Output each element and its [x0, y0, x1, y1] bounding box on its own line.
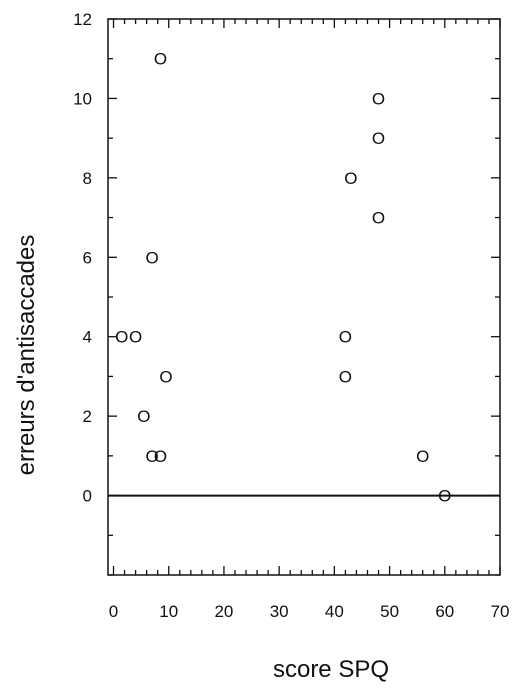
- data-point: O: [154, 447, 167, 466]
- x-tick-label: 20: [214, 602, 233, 621]
- data-point: O: [154, 50, 167, 69]
- data-point: O: [372, 89, 385, 108]
- data-point: O: [159, 367, 172, 386]
- x-axis-ticks: 0 10 20 30 40 50 60 70: [109, 19, 510, 621]
- data-point: O: [339, 367, 352, 386]
- x-tick-label: 40: [325, 602, 344, 621]
- y-tick-label: 2: [83, 407, 92, 426]
- data-point: O: [129, 328, 142, 347]
- y-axis-ticks: 0 2 4 6 8 10 12: [73, 10, 500, 576]
- data-point: O: [372, 129, 385, 148]
- y-tick-label: 10: [73, 89, 92, 108]
- data-point: O: [416, 447, 429, 466]
- data-point: O: [115, 328, 128, 347]
- y-tick-label: 12: [73, 10, 92, 29]
- x-tick-label: 10: [159, 602, 178, 621]
- y-tick-label: 6: [83, 248, 92, 267]
- data-point: O: [146, 447, 159, 466]
- x-tick-label: 30: [270, 602, 289, 621]
- data-point: O: [137, 407, 150, 426]
- x-tick-label: 60: [435, 602, 454, 621]
- y-tick-label: 8: [83, 169, 92, 188]
- x-tick-label: 50: [380, 602, 399, 621]
- x-axis-title: score SPQ: [273, 656, 389, 683]
- x-tick-label: 70: [491, 602, 510, 621]
- x-tick-label: 0: [109, 602, 118, 621]
- data-point: O: [146, 248, 159, 267]
- data-point: O: [344, 169, 357, 188]
- y-tick-label: 0: [83, 487, 92, 506]
- data-point: O: [339, 328, 352, 347]
- y-axis-title: erreurs d'antisaccades: [13, 235, 40, 476]
- data-point: O: [372, 209, 385, 228]
- y-tick-label: 4: [83, 328, 92, 347]
- data-point: O: [438, 487, 451, 506]
